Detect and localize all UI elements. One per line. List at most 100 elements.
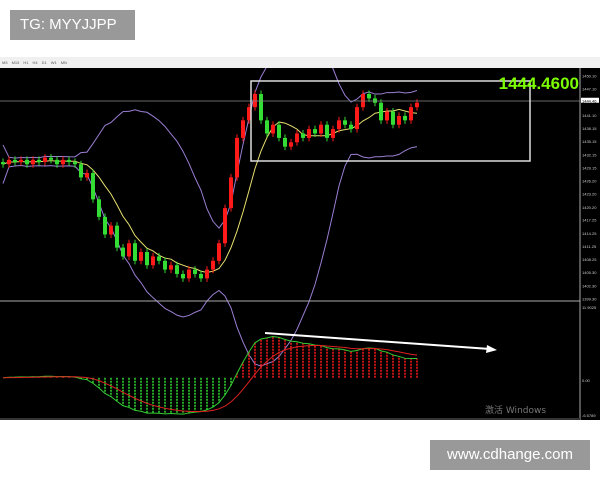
price-tick: 1399.30 (582, 297, 597, 302)
candle (181, 273, 185, 279)
candle (205, 269, 209, 279)
candle (307, 129, 311, 138)
candle (313, 129, 317, 134)
range-box (250, 80, 531, 162)
moving-average (2, 108, 418, 273)
candle (409, 107, 413, 121)
candle (253, 93, 257, 108)
candle (55, 159, 59, 165)
price-tick: 1411.25 (582, 244, 597, 249)
candle (349, 124, 353, 130)
current-price-label: 1444.4600 (499, 74, 579, 93)
candle (7, 159, 11, 165)
candle (13, 159, 17, 163)
price-tick: 1441.10 (582, 113, 597, 118)
candle (259, 93, 263, 121)
candle (61, 159, 65, 165)
candle (37, 159, 41, 163)
price-tick: 1414.25 (582, 231, 597, 236)
windows-watermark: 激活 Windows (485, 404, 546, 416)
candle (19, 159, 23, 163)
tf-m5[interactable]: M5 (2, 60, 8, 65)
candle (187, 269, 191, 279)
candle (85, 173, 89, 178)
price-tick: 1444.46 (582, 98, 597, 103)
candle (271, 124, 275, 134)
candle (157, 256, 161, 261)
candle (397, 115, 401, 125)
candle (139, 252, 143, 261)
signal-line (2, 345, 418, 413)
candle (265, 120, 269, 134)
candle (163, 260, 167, 270)
tf-h4[interactable]: H4 (32, 60, 38, 65)
tf-m15[interactable]: M15 (11, 60, 20, 65)
candle (175, 265, 179, 274)
price-tick: 1426.20 (582, 178, 597, 183)
candle (355, 107, 359, 130)
candle (145, 252, 149, 266)
candle (25, 159, 29, 165)
candle (379, 102, 383, 121)
candle (31, 159, 35, 165)
candle (391, 111, 395, 125)
tf-mn[interactable]: MN (60, 60, 67, 65)
candle (211, 260, 215, 270)
candle (127, 243, 131, 257)
macd-tick: 0.00 (582, 378, 591, 383)
trend-arrow (264, 332, 491, 350)
price-tick: 1447.10 (582, 87, 597, 92)
candle (325, 124, 329, 138)
candle (403, 115, 407, 121)
candle (229, 177, 233, 209)
candle (67, 159, 71, 163)
current-price-tag (581, 97, 599, 103)
bollinger-upper (2, 68, 418, 229)
price-chart[interactable]: 1444.4600 1450.10 1447.10 1444.46 1441.10 14… (0, 68, 600, 420)
candle (361, 93, 365, 108)
candle (331, 129, 335, 138)
candle (415, 102, 419, 108)
price-tick: 1402.30 (582, 283, 597, 288)
time-axis (0, 418, 580, 420)
price-tick: 1417.25 (582, 218, 597, 223)
macd-tick: 11.9025 (582, 305, 597, 310)
candle (217, 243, 221, 261)
candle (1, 162, 5, 165)
candle (337, 120, 341, 130)
site-label: www.cdhange.com (430, 440, 590, 470)
candle (73, 162, 77, 165)
price-tick: 1435.15 (582, 139, 597, 144)
tf-h1[interactable]: H1 (23, 60, 29, 65)
candle (319, 124, 323, 134)
candle (115, 225, 119, 248)
candle (235, 137, 239, 178)
price-tick: 1420.20 (582, 205, 597, 210)
candle (169, 265, 173, 270)
candle (97, 199, 101, 217)
price-tick: 1405.30 (582, 270, 597, 275)
candle (283, 137, 287, 147)
tf-w1[interactable]: W1 (50, 60, 57, 65)
candle (121, 247, 125, 257)
candle (277, 124, 281, 138)
price-tick: 1450.10 (582, 74, 597, 79)
macd-tick: -6.5789 (582, 413, 596, 418)
price-tick: 1432.15 (582, 152, 597, 157)
bollinger-lower (2, 146, 418, 367)
candle (373, 98, 377, 103)
candle (247, 107, 251, 121)
price-tick: 1438.15 (582, 126, 597, 131)
price-tick: 1429.15 (582, 165, 597, 170)
price-tick: 1423.20 (582, 192, 597, 197)
candle (241, 120, 245, 138)
tf-d1[interactable]: D1 (41, 60, 47, 65)
candle (49, 157, 53, 160)
arrow-head-icon (486, 345, 497, 353)
candle (367, 93, 371, 99)
candle (295, 133, 299, 143)
candle (79, 164, 83, 178)
candle (133, 243, 137, 261)
candle (43, 157, 47, 163)
candle (193, 269, 197, 274)
